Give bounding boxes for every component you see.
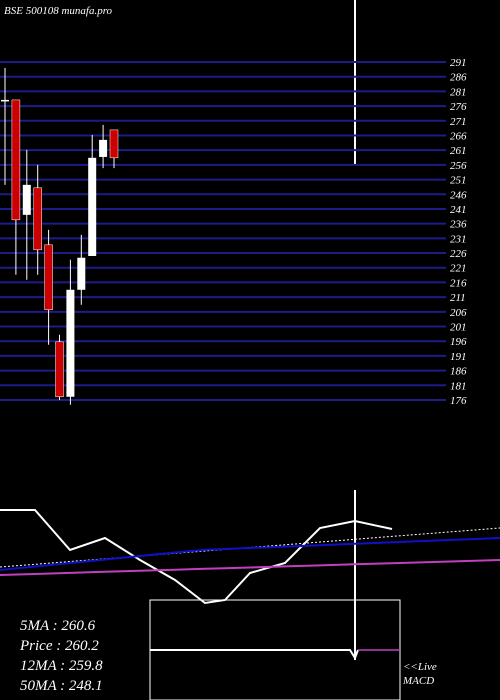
macd-label: MACD — [402, 675, 434, 687]
legend-entry: 5MA : 260.6 — [20, 618, 96, 634]
y-tick-label: 181 — [450, 380, 467, 392]
candle-body — [66, 289, 75, 397]
y-tick-label: 281 — [450, 86, 467, 98]
y-tick-label: 191 — [450, 351, 467, 363]
y-tick-label: 231 — [450, 233, 467, 245]
candle-body — [77, 257, 86, 290]
candle-body — [11, 99, 21, 221]
y-tick-label: 176 — [450, 395, 467, 407]
ma-line — [0, 527, 500, 568]
candle-body — [99, 139, 108, 157]
y-tick-label: 206 — [450, 307, 467, 319]
ma-line — [0, 509, 393, 605]
candle-body — [55, 341, 64, 398]
ma-line — [0, 537, 500, 571]
y-tick-label: 201 — [450, 322, 467, 334]
candle-body — [88, 157, 97, 256]
y-tick-label: 246 — [450, 189, 467, 201]
y-tick-label: 291 — [450, 57, 467, 69]
y-tick-label: 236 — [450, 219, 467, 231]
legend-entry: Price : 260.2 — [19, 638, 99, 654]
y-tick-label: 266 — [450, 130, 467, 142]
chart-title: BSE 500108 munafa.pro — [4, 5, 113, 17]
candle-body — [33, 187, 42, 251]
y-tick-label: 216 — [450, 277, 467, 289]
y-tick-label: 211 — [450, 292, 466, 304]
candle-body — [22, 184, 31, 215]
y-tick-label: 241 — [450, 204, 467, 216]
candle-body — [109, 129, 119, 159]
legend-entry: 50MA : 248.1 — [20, 678, 103, 694]
y-tick-label: 221 — [450, 263, 467, 275]
candle-body — [44, 244, 53, 311]
y-tick-label: 226 — [450, 248, 467, 260]
y-tick-label: 261 — [450, 145, 467, 157]
y-tick-label: 196 — [450, 336, 467, 348]
legend-entry: 12MA : 259.8 — [20, 658, 103, 674]
macd-line — [150, 649, 359, 661]
y-tick-label: 256 — [450, 160, 467, 172]
y-tick-label: 271 — [450, 116, 467, 128]
y-tick-label: 286 — [450, 72, 467, 84]
y-tick-label: 186 — [450, 366, 467, 378]
candle-body — [1, 99, 9, 102]
y-tick-label: 251 — [450, 175, 467, 187]
y-tick-label: 276 — [450, 101, 467, 113]
live-label: <<Live — [403, 661, 437, 673]
ma-line — [0, 559, 500, 576]
